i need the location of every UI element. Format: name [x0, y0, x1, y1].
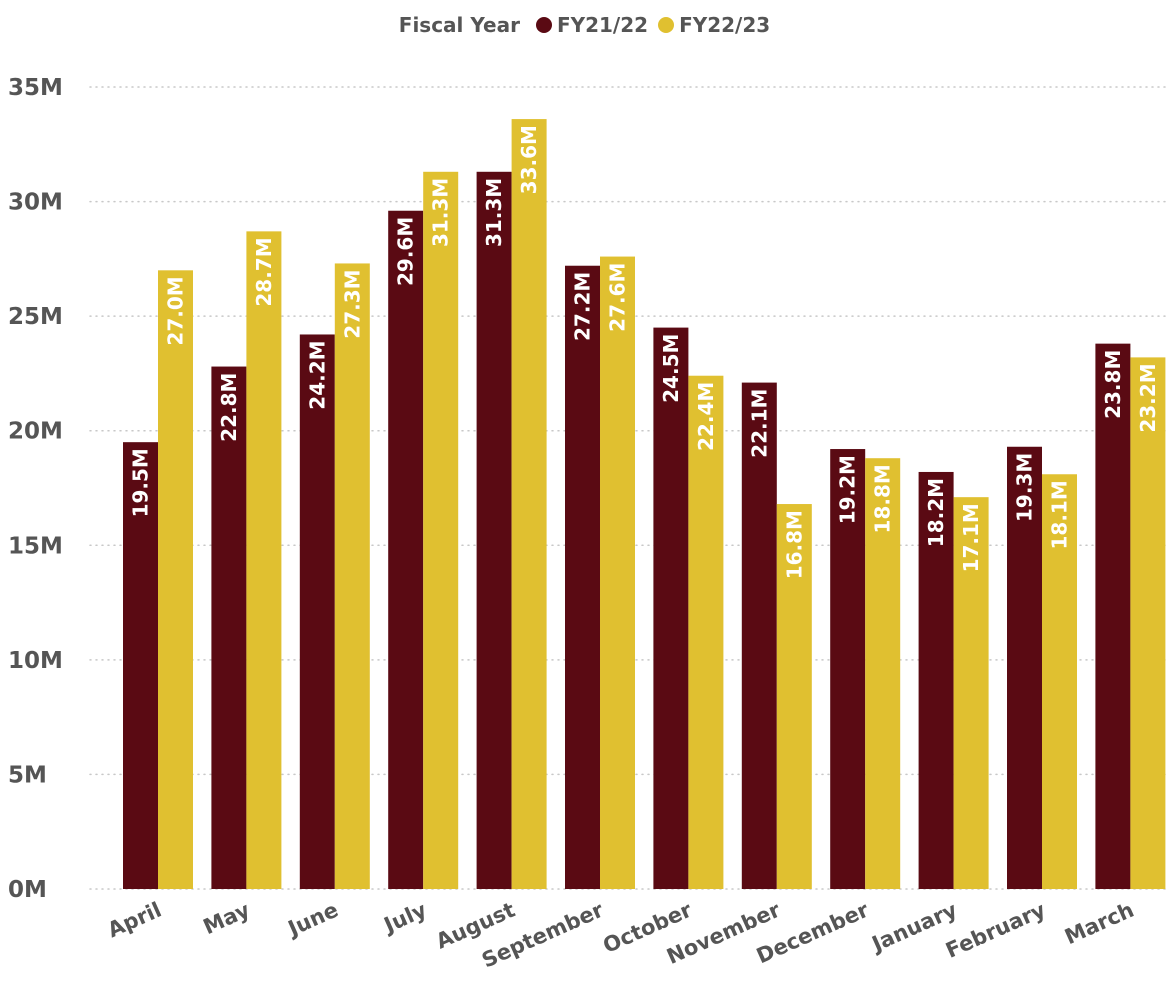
y-tick-label: 15M: [8, 533, 63, 559]
bar-fy21-22-april[interactable]: [123, 442, 158, 889]
bar-fy22-23-january[interactable]: [953, 497, 989, 889]
data-label-fy22-23-may: 28.7M: [252, 237, 276, 306]
bar-fy21-22-august[interactable]: [476, 171, 512, 890]
x-tick-label-april: April: [104, 898, 165, 943]
data-label-fy22-23-march: 23.2M: [1136, 363, 1160, 432]
y-axis: 0M 5M 10M 15M 20M 25M 30M 35M: [8, 75, 63, 903]
y-tick-label: 10M: [8, 648, 63, 674]
bar-fy21-22-june[interactable]: [299, 334, 335, 890]
bar-fy22-23-october[interactable]: [688, 375, 724, 890]
bar-fy21-22-december[interactable]: [830, 449, 866, 889]
bar-fy21-22-october[interactable]: [653, 327, 689, 890]
data-label-fy22-23-june: 27.3M: [340, 269, 364, 338]
x-tick-label-june: June: [283, 898, 342, 942]
data-label-fy21-22-september: 27.2M: [571, 272, 595, 341]
bar-fy22-23-april[interactable]: [158, 270, 193, 889]
y-tick-label: 35M: [8, 75, 63, 101]
legend-label-fy22-23: FY22/23: [679, 13, 771, 37]
data-labels: 19.5M 27.0M 22.8M 28.7M 24.2M 27.3M 29.6M 31.3M…: [129, 125, 1160, 579]
bar-fy21-22-november[interactable]: [741, 382, 777, 889]
x-tick-label-july: July: [379, 898, 431, 939]
bar-fy21-22-february[interactable]: [1007, 446, 1042, 889]
data-label-fy21-22-february: 19.3M: [1013, 453, 1037, 522]
data-label-fy22-23-december: 18.8M: [871, 464, 895, 533]
legend-item-fy21-22[interactable]: FY21/22: [535, 13, 649, 37]
x-axis: April May June July AugustSeptemberOctoberNo…: [104, 897, 1137, 972]
data-label-fy21-22-march: 23.8M: [1101, 350, 1125, 419]
legend: Fiscal Year FY21/22 FY22/23: [0, 8, 1169, 42]
data-label-fy21-22-july: 29.6M: [394, 217, 418, 286]
y-tick-label: 25M: [8, 304, 63, 330]
bar-fy22-23-november[interactable]: [776, 504, 812, 889]
data-label-fy21-22-april: 19.5M: [129, 448, 153, 517]
bars: [123, 119, 1166, 890]
data-label-fy21-22-october: 24.5M: [659, 334, 683, 403]
bar-fy21-22-january[interactable]: [918, 471, 954, 889]
x-tick-label-may: May: [200, 898, 254, 940]
bar-fy21-22-july[interactable]: [388, 210, 424, 890]
bar-fy22-23-february[interactable]: [1042, 474, 1077, 889]
data-label-fy22-23-february: 18.1M: [1048, 480, 1072, 549]
legend-marker-fy22-23: [658, 17, 675, 33]
bar-fy22-23-march[interactable]: [1130, 357, 1166, 890]
y-tick-label: 30M: [8, 190, 63, 216]
bar-fy22-23-june[interactable]: [334, 263, 370, 889]
legend-item-fy22-23[interactable]: FY22/23: [658, 13, 770, 37]
x-tick-label-march: March: [1061, 898, 1137, 950]
data-label-fy22-23-november: 16.8M: [782, 510, 806, 579]
data-label-fy21-22-january: 18.2M: [924, 478, 948, 547]
data-label-fy22-23-january: 17.1M: [959, 503, 983, 572]
data-label-fy22-23-july: 31.3M: [429, 178, 453, 247]
bar-fy21-22-september[interactable]: [565, 265, 600, 889]
data-label-fy22-23-october: 22.4M: [694, 382, 718, 451]
y-tick-label: 5M: [8, 762, 47, 788]
x-tick-label-february: February: [942, 898, 1049, 963]
data-label-fy22-23-september: 27.6M: [606, 263, 630, 332]
data-label-fy21-22-august: 31.3M: [482, 178, 506, 247]
data-label-fy22-23-august: 33.6M: [517, 125, 541, 194]
bar-fy21-22-march[interactable]: [1095, 343, 1131, 889]
legend-label-fy21-22: FY21/22: [556, 13, 649, 37]
y-tick-label: 0M: [8, 877, 47, 903]
legend-marker-fy21-22: [535, 17, 552, 33]
bar-fy22-23-december[interactable]: [865, 458, 901, 889]
bar-fy22-23-july[interactable]: [423, 171, 459, 890]
data-label-fy21-22-december: 19.2M: [836, 455, 860, 524]
data-label-fy21-22-may: 22.8M: [217, 373, 241, 442]
legend-title: Fiscal Year: [398, 13, 520, 37]
data-label-fy21-22-june: 24.2M: [305, 340, 329, 409]
bar-fy22-23-september[interactable]: [600, 256, 635, 890]
data-label-fy21-22-november: 22.1M: [747, 389, 771, 458]
y-tick-label: 20M: [8, 419, 63, 445]
data-label-fy22-23-april: 27.0M: [164, 276, 188, 345]
bar-fy22-23-august[interactable]: [511, 119, 547, 889]
bar-fy22-23-may[interactable]: [246, 231, 282, 890]
bar-fy21-22-may[interactable]: [211, 366, 247, 889]
